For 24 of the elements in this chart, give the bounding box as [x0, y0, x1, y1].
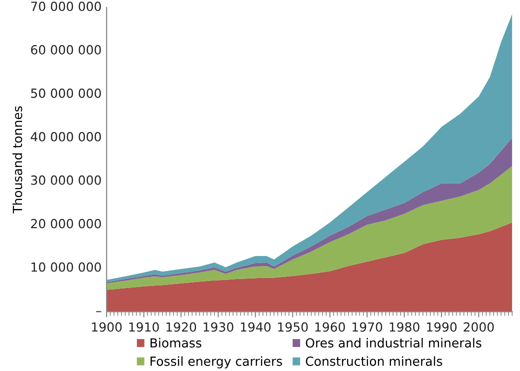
x-tick-label: 1970: [352, 322, 382, 332]
y-tick-label: 30 000 000: [31, 175, 101, 185]
x-tick-label: 2000: [464, 322, 494, 332]
x-tick-label: 1990: [426, 322, 457, 332]
x-tick-label: 1950: [278, 322, 308, 332]
legend-label: Construction minerals: [306, 356, 442, 366]
y-tick-label: –: [96, 311, 102, 312]
y-axis-title: Thousand tonnes: [12, 106, 22, 214]
x-tick-label: 1960: [315, 322, 345, 332]
legend-label: Fossil energy carriers: [150, 356, 282, 368]
y-tick-label: 40 000 000: [30, 132, 101, 142]
x-tick-label: 1920: [166, 322, 196, 332]
legend-label: Ores and industrial minerals: [306, 338, 482, 348]
y-tick-label: 10 000 000: [32, 262, 101, 272]
x-tick-label: 1930: [204, 322, 234, 332]
x-tick-label: 1980: [390, 322, 420, 332]
y-tick-label: 20 000 000: [31, 218, 101, 228]
x-tick-label: 1900: [92, 322, 122, 332]
x-tick-label: 1910: [129, 322, 159, 332]
y-tick-label: 50 000 000: [31, 88, 101, 98]
y-tick-label: 70 000 000: [31, 2, 101, 12]
y-tick-label: 60 000 000: [31, 45, 101, 55]
legend-label: Biomass: [150, 338, 202, 348]
x-tick-label: 1940: [240, 322, 271, 332]
